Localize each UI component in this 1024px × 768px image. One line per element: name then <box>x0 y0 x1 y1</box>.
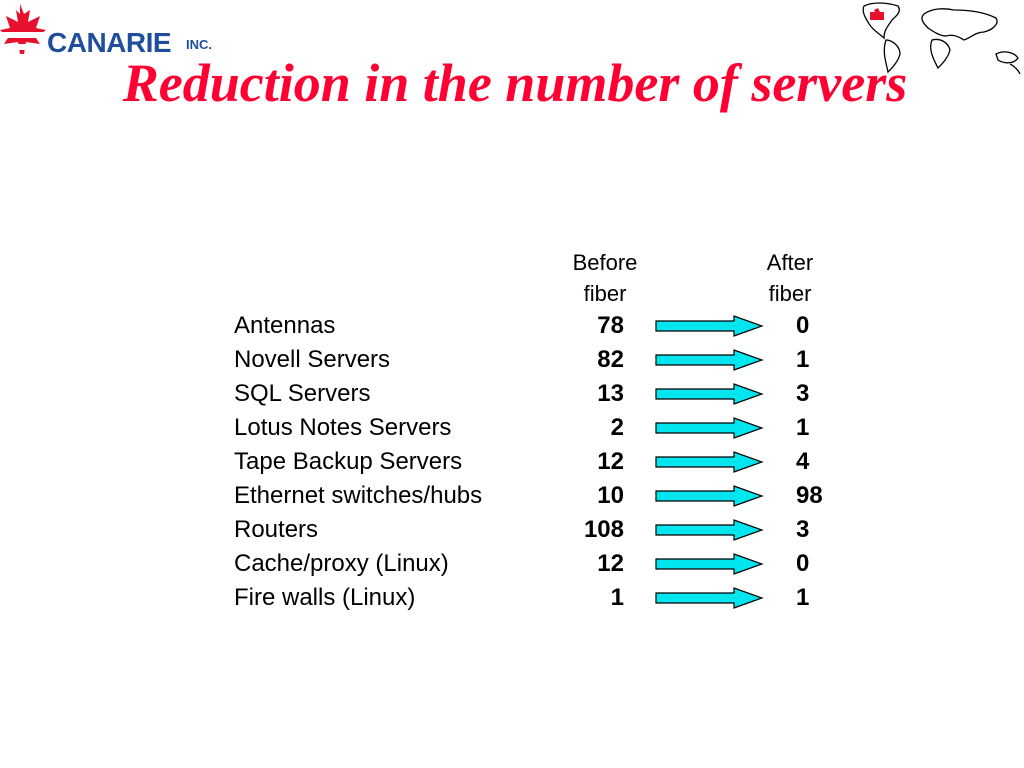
row-after-value: 1 <box>796 414 810 441</box>
row-after-value: 4 <box>796 448 810 475</box>
right-arrow-icon <box>655 587 764 609</box>
row-before-value: 2 <box>610 414 624 441</box>
page-title: Reduction in the number of servers <box>122 53 908 113</box>
canarie-logo: CANARIE INC. <box>0 0 230 72</box>
row-after-value: 1 <box>796 584 810 611</box>
logo-suffix: INC. <box>186 37 212 52</box>
logo-text: CANARIE <box>47 27 172 58</box>
row-label: Routers <box>234 516 319 543</box>
table-row: Routers 108 3 <box>0 513 1024 547</box>
table-row: Novell Servers 82 1 <box>0 343 1024 377</box>
right-arrow-icon <box>655 519 764 541</box>
table-row: Cache/proxy (Linux) 12 0 <box>0 547 1024 581</box>
column-header-after: After fiber <box>752 247 828 309</box>
row-after-value: 0 <box>796 550 810 577</box>
row-label: Novell Servers <box>234 346 391 373</box>
row-label: Cache/proxy (Linux) <box>234 550 449 577</box>
right-arrow-icon <box>655 349 764 371</box>
row-label: Lotus Notes Servers <box>234 414 452 441</box>
column-header-after-line1: After <box>766 250 814 275</box>
world-map-icon <box>862 2 1021 75</box>
right-arrow-icon <box>655 553 764 575</box>
row-before-value: 10 <box>597 482 624 509</box>
row-after-value: 0 <box>796 312 810 339</box>
row-before-value: 108 <box>583 516 624 543</box>
table-row: Fire walls (Linux) 1 1 <box>0 581 1024 615</box>
row-label: SQL Servers <box>234 380 371 407</box>
column-header-before-line2: fiber <box>583 281 627 306</box>
row-after-value: 1 <box>796 346 810 373</box>
table-row: Antennas 78 0 <box>0 309 1024 343</box>
right-arrow-icon <box>655 383 764 405</box>
right-arrow-icon <box>655 417 764 439</box>
maple-leaf-icon <box>0 4 46 54</box>
column-header-before: Before fiber <box>560 247 650 309</box>
row-before-value: 82 <box>597 346 624 373</box>
table-row: Tape Backup Servers 12 4 <box>0 445 1024 479</box>
right-arrow-icon <box>655 485 764 507</box>
row-before-value: 12 <box>597 448 624 475</box>
table-row: SQL Servers 13 3 <box>0 377 1024 411</box>
row-after-value: 98 <box>796 482 823 509</box>
row-label: Antennas <box>234 312 336 339</box>
row-before-value: 13 <box>597 380 624 407</box>
table-row: Lotus Notes Servers 2 1 <box>0 411 1024 445</box>
right-arrow-icon <box>655 315 764 337</box>
row-label: Tape Backup Servers <box>234 448 463 475</box>
column-header-after-line2: fiber <box>768 281 812 306</box>
row-label: Ethernet switches/hubs <box>234 482 483 509</box>
row-after-value: 3 <box>796 516 810 543</box>
table-row: Ethernet switches/hubs 10 98 <box>0 479 1024 513</box>
row-label: Fire walls (Linux) <box>234 584 416 611</box>
row-before-value: 12 <box>597 550 624 577</box>
row-before-value: 1 <box>610 584 624 611</box>
row-after-value: 3 <box>796 380 810 407</box>
column-header-before-line1: Before <box>572 250 638 275</box>
row-before-value: 78 <box>597 312 624 339</box>
right-arrow-icon <box>655 451 764 473</box>
